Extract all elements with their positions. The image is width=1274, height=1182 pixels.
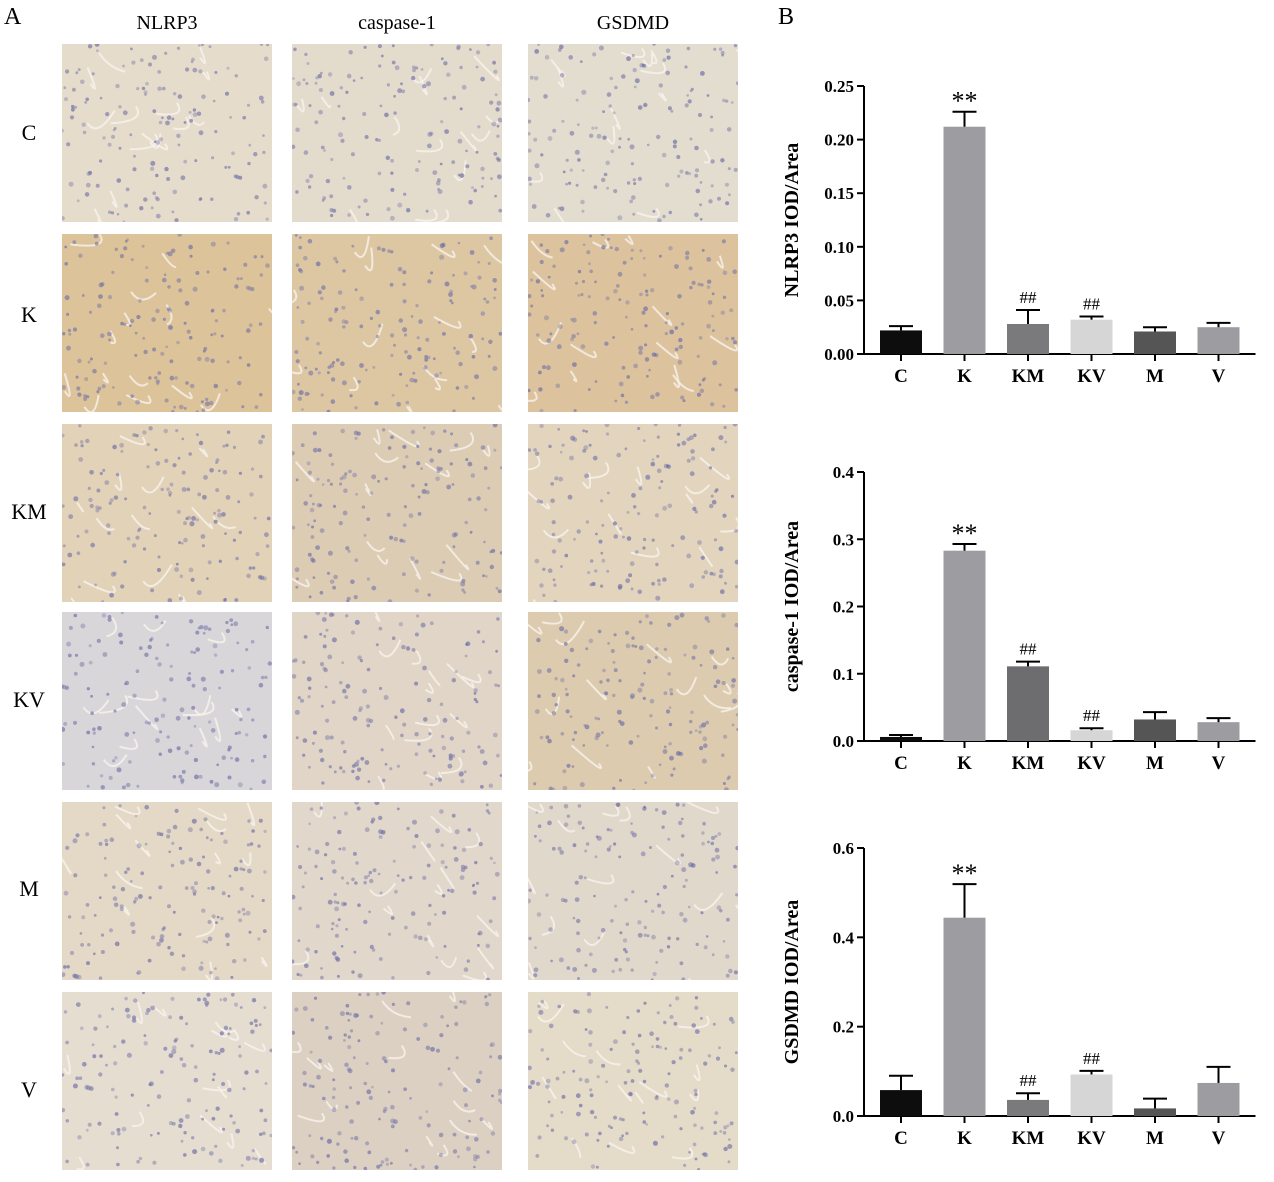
- x-tick-label-2-k: K: [957, 753, 972, 774]
- y-tick-label-1-1: 0.05: [824, 291, 854, 310]
- micrograph-km-nlrp3: [62, 424, 272, 602]
- significance-1-kv: ##: [1083, 294, 1101, 313]
- bar-1-c: [880, 330, 922, 354]
- panel-label-b: B: [778, 4, 795, 30]
- significance-3-k: **: [952, 859, 978, 888]
- y-tick-label-3-1: 0.2: [833, 1018, 854, 1037]
- y-axis-label-2: caspase-1 IOD/Area: [781, 521, 803, 692]
- significance-2-k: **: [952, 519, 978, 548]
- significance-2-km: ##: [1020, 640, 1038, 659]
- x-tick-label-1-c: C: [894, 366, 908, 387]
- bar-1-k: [943, 126, 986, 355]
- bar-3-k: [943, 917, 986, 1116]
- panel-label-a: A: [4, 4, 22, 30]
- micrograph-kv-gsdmd: [528, 612, 738, 790]
- bar-2-v: [1197, 722, 1240, 741]
- y-tick-label-2-2: 0.2: [833, 598, 854, 617]
- bar-3-km: [1007, 1099, 1049, 1116]
- bar-2-k: [943, 550, 986, 741]
- y-tick-label-1-2: 0.10: [824, 238, 854, 257]
- significance-1-k: **: [952, 87, 978, 116]
- y-tick-label-2-0: 0.0: [833, 732, 854, 751]
- bar-2-m: [1134, 719, 1176, 741]
- micrograph-km-gsdmd: [528, 424, 738, 602]
- y-axis-label-1: NLRP3 IOD/Area: [781, 143, 803, 298]
- micrograph-kv-caspase-1: [292, 612, 502, 790]
- x-tick-label-2-c: C: [894, 753, 908, 774]
- x-tick-label-3-km: KM: [1012, 1128, 1045, 1149]
- y-tick-label-2-4: 0.4: [833, 463, 855, 482]
- micrograph-kv-nlrp3: [62, 612, 272, 790]
- bar-1-m: [1134, 331, 1176, 354]
- y-tick-label-2-3: 0.3: [833, 530, 854, 549]
- micrograph-km-caspase-1: [292, 424, 502, 602]
- row-label-k: K: [21, 302, 37, 327]
- x-tick-label-1-m: M: [1146, 366, 1164, 387]
- x-tick-label-1-kv: KV: [1077, 366, 1106, 387]
- x-tick-label-3-m: M: [1146, 1128, 1164, 1149]
- micrograph-v-nlrp3: [62, 992, 272, 1170]
- significance-3-km: ##: [1020, 1071, 1038, 1090]
- y-tick-label-1-4: 0.20: [824, 131, 854, 150]
- bar-2-kv: [1070, 730, 1113, 741]
- micrograph-k-nlrp3: [62, 234, 272, 412]
- row-label-kv: KV: [13, 687, 45, 712]
- column-header-gsdmd: GSDMD: [596, 12, 670, 34]
- micrograph-k-gsdmd: [528, 234, 738, 412]
- micrograph-v-gsdmd: [528, 992, 738, 1170]
- bar-3-v: [1197, 1082, 1240, 1116]
- x-tick-label-1-k: K: [957, 366, 972, 387]
- x-tick-label-3-k: K: [957, 1128, 972, 1149]
- y-tick-label-1-0: 0.00: [824, 345, 854, 364]
- column-header-caspase-1: caspase-1: [358, 12, 436, 34]
- micrograph-c-caspase-1: [292, 44, 502, 222]
- micrograph-m-gsdmd: [528, 802, 738, 980]
- x-tick-label-1-v: V: [1212, 366, 1226, 387]
- y-tick-label-3-2: 0.4: [833, 928, 855, 947]
- y-tick-label-2-1: 0.1: [833, 665, 854, 684]
- x-tick-label-1-km: KM: [1012, 366, 1045, 387]
- y-axis-label-3: GSDMD IOD/Area: [781, 900, 803, 1065]
- y-tick-label-3-3: 0.6: [833, 839, 854, 858]
- x-tick-label-2-m: M: [1146, 753, 1164, 774]
- row-label-c: C: [21, 120, 37, 145]
- row-label-v: V: [21, 1077, 37, 1102]
- y-tick-label-1-3: 0.15: [824, 184, 854, 203]
- micrograph-m-nlrp3: [62, 802, 272, 980]
- row-label-m: M: [19, 876, 39, 901]
- x-tick-label-3-v: V: [1212, 1128, 1226, 1149]
- micrograph-k-caspase-1: [292, 234, 502, 412]
- micrograph-m-caspase-1: [292, 802, 502, 980]
- bar-3-m: [1134, 1108, 1176, 1116]
- y-tick-label-3-0: 0.0: [833, 1107, 854, 1126]
- micrograph-v-caspase-1: [292, 992, 502, 1170]
- micrograph-c-gsdmd: [528, 44, 738, 222]
- significance-2-kv: ##: [1083, 706, 1101, 725]
- bar-1-km: [1007, 323, 1049, 354]
- row-label-km: KM: [11, 499, 47, 524]
- x-tick-label-3-c: C: [894, 1128, 908, 1149]
- bar-1-v: [1197, 327, 1240, 354]
- column-header-nlrp3: NLRP3: [136, 12, 198, 34]
- significance-1-km: ##: [1020, 288, 1038, 307]
- bar-1-kv: [1070, 319, 1113, 354]
- y-tick-label-1-5: 0.25: [824, 77, 854, 96]
- bar-3-c: [880, 1090, 922, 1116]
- bar-2-c: [880, 736, 922, 741]
- x-tick-label-2-km: KM: [1012, 753, 1045, 774]
- significance-3-kv: ##: [1083, 1049, 1101, 1068]
- x-tick-label-2-kv: KV: [1077, 753, 1106, 774]
- x-tick-label-3-kv: KV: [1077, 1128, 1106, 1149]
- bar-3-kv: [1070, 1074, 1113, 1116]
- micrograph-c-nlrp3: [62, 44, 272, 222]
- bar-2-km: [1007, 666, 1049, 741]
- bar-chart-panels: 0.00 0.05 0.10 0.15 0.20 0.25 NLRP3 IOD/Area C K…: [760, 0, 1270, 1182]
- x-tick-label-2-v: V: [1212, 753, 1226, 774]
